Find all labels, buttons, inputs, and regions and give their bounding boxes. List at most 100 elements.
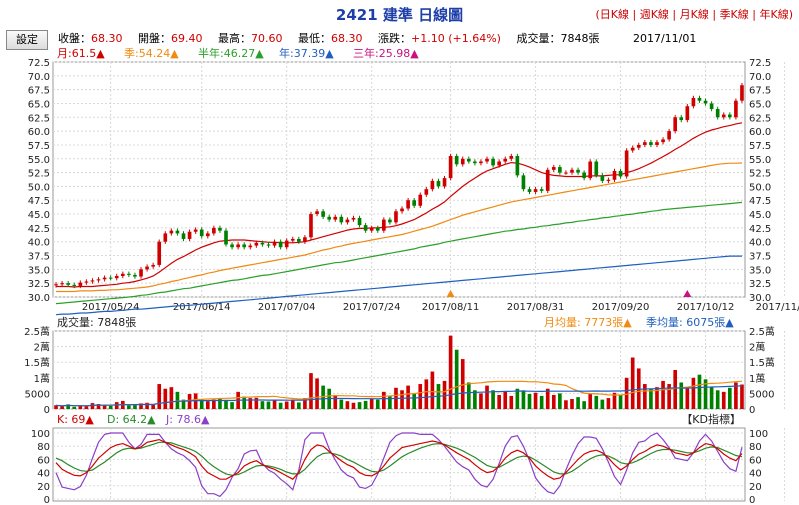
- volume-bar: [284, 401, 289, 409]
- period-daily[interactable]: (日K線: [595, 8, 630, 21]
- date-tick-label: 2017/05/24: [82, 302, 140, 313]
- volume-tick-left: 1.5萬: [24, 356, 50, 369]
- kd-tick-left: 80: [37, 442, 50, 453]
- candle-body: [151, 264, 155, 267]
- settings-button[interactable]: 設定: [6, 30, 48, 50]
- volume-bar: [133, 404, 137, 409]
- volume-bar: [588, 394, 593, 409]
- volume-bar: [600, 399, 605, 409]
- volume-bar: [406, 385, 410, 409]
- candle-body: [382, 219, 386, 231]
- candle-body: [715, 109, 720, 118]
- candle-body: [576, 169, 580, 173]
- candle-body: [673, 117, 678, 132]
- candle-body: [527, 189, 532, 192]
- candle-body: [54, 284, 58, 286]
- candle-body: [181, 233, 186, 239]
- kd-indicator-label: 【KD指標】: [681, 412, 741, 426]
- volume-bar: [169, 387, 174, 409]
- price-tick-right: 37.5: [749, 252, 771, 263]
- candle-body: [266, 244, 271, 246]
- candle-body: [260, 242, 265, 245]
- volume-bar: [266, 401, 271, 409]
- candle-body: [582, 172, 586, 179]
- volume-bar: [551, 394, 556, 409]
- candle-body: [102, 277, 107, 280]
- period-weekly[interactable]: 週K線: [639, 8, 669, 21]
- candle-body: [442, 178, 447, 187]
- volume-tick-right: 1.5萬: [749, 356, 775, 369]
- volume-bar: [321, 385, 325, 409]
- price-tick-left: 35.0: [28, 265, 50, 276]
- volume-bar: [212, 399, 216, 409]
- candle-body: [84, 281, 89, 283]
- price-tick-left: 72.5: [28, 58, 50, 69]
- ma-legend-item: 月:61.5▲: [57, 47, 105, 60]
- candle-body: [90, 280, 95, 282]
- volume-bar: [685, 387, 690, 409]
- volume-bar: [740, 384, 744, 409]
- volume-bar: [448, 335, 453, 409]
- candle-body: [388, 219, 392, 223]
- volume-bar: [339, 399, 344, 409]
- candle-body: [290, 238, 295, 241]
- candle-body: [436, 180, 441, 187]
- candle-body: [72, 284, 77, 286]
- low-value: 68.30: [331, 32, 363, 45]
- period-season[interactable]: 季K線: [719, 8, 749, 21]
- volume-bar: [54, 405, 58, 409]
- volume-bar: [515, 388, 520, 409]
- candle-body: [466, 158, 471, 162]
- volume-bar: [442, 380, 447, 409]
- candle-body: [175, 230, 180, 234]
- volume-bar: [703, 379, 708, 409]
- candle-body: [703, 100, 708, 104]
- candle-body: [157, 241, 162, 265]
- volume-value: 7848張: [560, 32, 600, 45]
- date-tick-label: 2017/08/11: [422, 302, 480, 313]
- kd-tick-right: 60: [749, 455, 762, 466]
- candle-body: [685, 106, 690, 121]
- season-avg-volume-legend: 季均量: 6075張▲: [646, 316, 734, 329]
- volume-bar: [606, 398, 611, 409]
- volume-bar: [66, 404, 70, 409]
- volume-tick-right: 2萬: [749, 341, 765, 354]
- candle-body: [363, 225, 368, 231]
- volume-bar: [78, 405, 83, 409]
- candle-body: [643, 142, 647, 145]
- ma-legend-item: 年:37.39▲: [279, 46, 334, 60]
- volume-bar: [466, 382, 471, 409]
- volume-bar: [697, 374, 702, 409]
- price-tick-left: 57.5: [28, 141, 50, 152]
- price-tick-right: 55.0: [749, 155, 771, 166]
- volume-bar: [612, 392, 617, 409]
- volume-tick-right: 5000: [749, 389, 774, 400]
- volume-bar: [315, 378, 319, 409]
- volume-bar: [181, 399, 186, 409]
- period-yearly[interactable]: 年K線): [759, 8, 793, 21]
- volume-bar: [163, 388, 168, 409]
- volume-bar: [205, 401, 210, 409]
- volume-bar: [527, 394, 532, 409]
- volume-bar: [533, 392, 538, 409]
- volume-bar: [709, 387, 714, 409]
- volume-bar: [260, 401, 265, 409]
- price-panel: [52, 61, 746, 298]
- volume-bar: [564, 400, 568, 409]
- date-tick-label: 2017/07/04: [258, 302, 316, 313]
- period-monthly[interactable]: 月K線: [679, 8, 709, 21]
- candle-body: [485, 158, 489, 162]
- volume-bar: [290, 399, 295, 409]
- volume-label: 成交量：: [516, 32, 561, 45]
- date-tick-label: 2017/08/31: [507, 302, 565, 313]
- candle-body: [533, 189, 538, 192]
- volume-bar: [375, 399, 380, 409]
- volume-bar: [618, 394, 623, 409]
- candle-body: [169, 230, 174, 234]
- ma-legend-item: 三年:25.98▲: [353, 46, 419, 60]
- candle-body: [108, 277, 113, 279]
- kd-tick-right: 20: [749, 482, 762, 493]
- price-tick-right: 40.0: [749, 238, 771, 249]
- volume-bar: [479, 393, 483, 409]
